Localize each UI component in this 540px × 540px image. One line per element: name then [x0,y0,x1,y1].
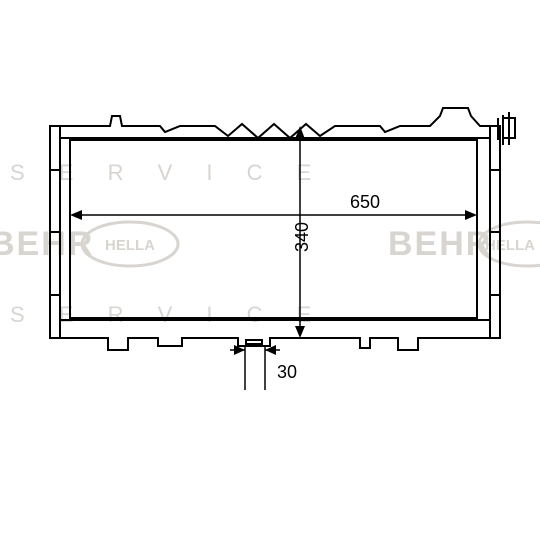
technical-drawing [0,0,540,540]
dim-width-label: 650 [350,192,380,213]
dim-depth-label: 30 [277,362,297,383]
drawing-canvas: S E R V I C E BEHR BEHR S E R V I C E HE… [0,0,540,540]
dim-height-label: 340 [292,222,313,252]
